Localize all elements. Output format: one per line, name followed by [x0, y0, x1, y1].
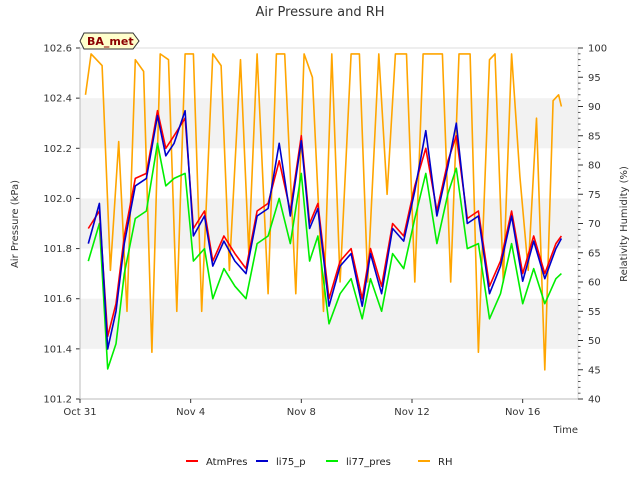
- series-line-li77_pres: [87, 142, 562, 370]
- y2-tick-label: 95: [588, 73, 601, 84]
- x-tick-label: Nov 12: [394, 407, 429, 418]
- left-axis: 101.2 101.4 101.6 101.8 102.0 102.2 102.4 102.6: [43, 44, 81, 406]
- y2-tick-label: 65: [588, 248, 601, 259]
- x-tick-label: Nov 16: [505, 407, 540, 418]
- y-tick-label: 101.4: [43, 344, 72, 355]
- y2-tick-label: 75: [588, 190, 601, 201]
- grid-band: [80, 198, 578, 249]
- legend-label: RH: [438, 457, 452, 468]
- y2-tick-label: 80: [588, 161, 601, 172]
- chart-title: Air Pressure and RH: [255, 5, 384, 20]
- y2-tick-label: 60: [588, 278, 601, 289]
- series-layer: [84, 53, 563, 371]
- y-tick-label: 102.0: [43, 194, 72, 205]
- y-tick-label: 102.4: [43, 94, 72, 105]
- y2-tick-label: 70: [588, 219, 601, 230]
- y-tick-label: 102.6: [43, 44, 72, 55]
- x-tick-label: Nov 4: [176, 407, 205, 418]
- x-axis: Oct 31 Nov 4 Nov 8 Nov 12 Nov 16: [63, 398, 578, 418]
- y-tick-label: 101.6: [43, 294, 72, 305]
- y2-tick-label: 90: [588, 102, 601, 113]
- y2-tick-label: 100: [588, 44, 607, 55]
- badge-label: BA_met: [87, 35, 134, 48]
- legend: AtmPres li75_p li77_pres RH: [186, 457, 452, 468]
- y-tick-label: 101.2: [43, 395, 72, 406]
- y2-tick-label: 40: [588, 395, 601, 406]
- badge: BA_met: [79, 32, 140, 50]
- y2-tick-label: 55: [588, 307, 601, 318]
- legend-label: AtmPres: [206, 457, 247, 468]
- y2-tick-label: 50: [588, 336, 601, 347]
- y2-axis-label: Relativity Humidity (%): [619, 166, 630, 282]
- x-tick-label: Nov 8: [287, 407, 316, 418]
- y-tick-label: 102.2: [43, 144, 72, 155]
- legend-label: li77_pres: [346, 457, 391, 468]
- badge-shape: [79, 32, 140, 50]
- series-line-atmpres: [87, 109, 563, 338]
- y2-tick-label: 45: [588, 365, 601, 376]
- series-line-rh: [84, 53, 563, 371]
- y-axis-label: Air Pressure (kPa): [10, 180, 21, 268]
- legend-label: li75_p: [276, 457, 306, 468]
- x-tick-label: Oct 31: [63, 407, 96, 418]
- series-line-li75_p: [87, 109, 563, 350]
- x-axis-label: Time: [553, 425, 578, 436]
- y2-tick-label: 85: [588, 131, 601, 142]
- right-axis: 40 45 50 55 60 65 70 75 80 85 90 95 100: [578, 44, 607, 406]
- y-tick-label: 101.8: [43, 244, 72, 255]
